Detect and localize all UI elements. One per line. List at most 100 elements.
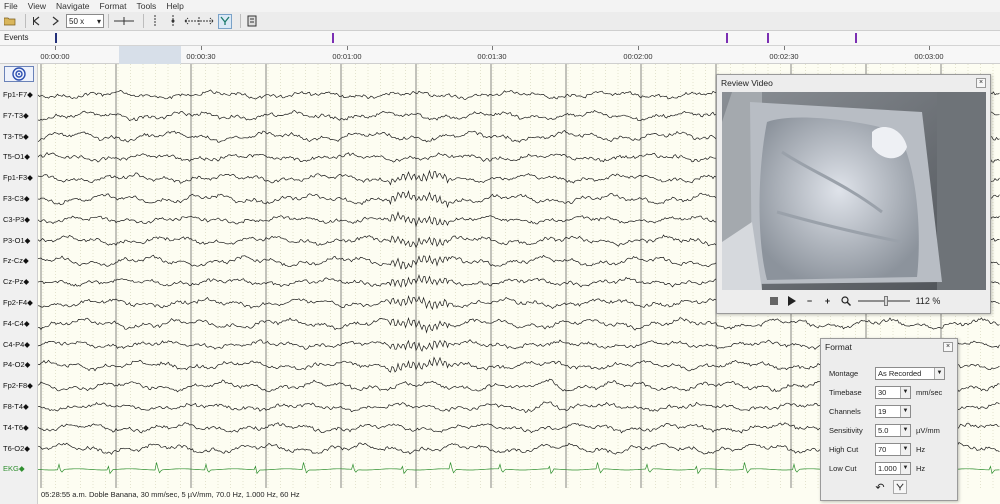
format-row-high-cut: High Cut 70 ▼ Hz [829,442,925,456]
time-tick-label: 00:01:00 [332,52,362,61]
toolbar-separator [143,14,144,28]
event-marker[interactable] [332,33,334,43]
zoom-slider-thumb[interactable] [883,296,888,306]
channel-label[interactable]: Fp2-F8◆ [3,381,33,391]
stop-icon[interactable] [768,295,780,307]
channel-label[interactable]: C4-P4◆ [3,339,31,349]
channel-label[interactable]: C3-P3◆ [3,214,31,224]
zoom-slider[interactable] [857,295,910,307]
chevron-down-icon: ▼ [900,386,910,398]
step-forward-icon[interactable] [48,14,62,29]
chevron-down-icon: ▼ [900,462,910,474]
zoom-slider-track [857,300,910,302]
menu-format[interactable]: Format [99,1,127,11]
format-panel[interactable]: Format × Montage As Recorded ▼ Timebase … [820,338,958,501]
channel-label[interactable]: P3-O1◆ [3,235,31,245]
timebase-value: 30 [878,387,887,397]
channel-label[interactable]: T6-O2◆ [3,443,31,453]
menu-bar: File View Navigate Format Tools Help [0,0,1000,12]
vline-icon[interactable] [148,14,162,29]
chevron-down-icon: ▼ [900,405,910,417]
low-cut-select[interactable]: 1.000 ▼ [875,461,911,475]
events-bar[interactable]: Events [0,31,1000,46]
menu-tools[interactable]: Tools [136,1,157,11]
channel-label[interactable]: F8-T4◆ [3,402,29,411]
channel-label[interactable]: F4-C4◆ [3,318,30,328]
montage-button[interactable] [4,66,34,82]
channel-label[interactable]: T5-O1◆ [3,152,31,162]
time-tick-label: 00:02:00 [623,52,653,61]
chevron-down-icon: ▾ [96,16,101,26]
position-cursor[interactable] [55,33,57,43]
sensitivity-select[interactable]: 5.0 ▼ [875,423,911,437]
channel-label[interactable]: F3-C3◆ [3,194,30,203]
low-cut-unit: Hz [916,463,926,473]
channel-label[interactable]: Fz-Cz◆ [3,256,29,266]
format-label: High Cut [829,444,859,454]
filter-icon[interactable] [218,13,232,29]
time-tick-label: 00:00:30 [186,52,216,61]
zoom-out-icon[interactable]: − [806,296,813,306]
sensitivity-value: 5.0 [878,425,889,435]
undo-icon[interactable]: ↶ [875,481,885,494]
close-icon[interactable]: × [976,78,986,88]
format-row-channels: Channels 19 ▼ [829,404,911,418]
review-video-panel[interactable]: Review Video × [716,74,991,314]
toolbar: 50 x ▾ [0,12,1000,31]
channel-label[interactable]: T4-T6◆ [3,422,29,432]
zoom-in-icon[interactable]: + [824,296,831,306]
channel-label[interactable]: T3-T5◆ [3,131,29,141]
channel-label[interactable]: Fp2-F4◆ [3,298,33,307]
filter-icon[interactable] [893,480,907,494]
time-tick-label: 00:02:30 [769,52,799,61]
channel-label[interactable]: Fp1-F3◆ [3,173,33,183]
event-marker[interactable] [855,33,857,43]
tick-mark [201,46,202,50]
hline-icon[interactable] [113,14,135,29]
status-bar: 05:28:55 a.m. Doble Banana, 30 mm/sec, 5… [41,490,300,499]
channels-select[interactable]: 19 ▼ [875,404,911,418]
channel-label[interactable]: EKG◆ [3,464,25,474]
open-folder-icon[interactable] [3,14,17,29]
format-label: Low Cut [829,463,857,473]
marker-icon[interactable] [166,14,180,29]
tick-mark [638,46,639,50]
events-label: Events [4,33,29,42]
timebase-select[interactable]: 30 ▼ [875,385,911,399]
play-icon[interactable] [786,295,798,307]
channel-label[interactable]: Cz-Pz◆ [3,277,30,287]
zoom-value: 112 % [915,296,941,306]
high-cut-value: 70 [878,444,887,454]
format-label: Timebase [829,387,862,397]
channel-label[interactable]: Fp1-F7◆ [3,90,33,99]
expand-icon[interactable] [184,14,214,29]
chevron-down-icon: ▼ [900,424,910,436]
montage-select[interactable]: As Recorded ▼ [875,366,945,380]
close-icon[interactable]: × [943,342,953,352]
channel-label[interactable]: P4-O2◆ [3,360,31,370]
high-cut-select[interactable]: 70 ▼ [875,442,911,456]
time-ruler[interactable]: 00:00:00 00:00:30 00:01:00 00:01:30 00:0… [0,46,1000,64]
time-tick-label: 00:03:00 [914,52,944,61]
menu-view[interactable]: View [27,1,46,11]
format-label: Sensitivity [829,425,863,435]
event-marker[interactable] [726,33,728,43]
magnifier-icon[interactable] [840,295,852,307]
time-tick-label: 00:00:00 [40,52,70,61]
event-marker[interactable] [767,33,769,43]
toolbar-separator [108,14,109,28]
montage-value: As Recorded [878,368,922,378]
video-frame[interactable] [722,92,986,290]
speed-select[interactable]: 50 x ▾ [66,14,104,28]
camera-icon[interactable] [245,14,259,29]
visible-window-highlight[interactable] [119,46,181,64]
step-back-icon[interactable] [30,14,44,29]
menu-file[interactable]: File [4,1,18,11]
menu-navigate[interactable]: Navigate [55,1,90,11]
channel-label[interactable]: F7-T3◆ [3,110,29,120]
tick-mark [929,46,930,50]
timebase-unit: mm/sec [916,387,943,397]
menu-help[interactable]: Help [166,1,184,11]
low-cut-value: 1.000 [878,463,897,473]
chevron-down-icon: ▼ [934,367,944,379]
